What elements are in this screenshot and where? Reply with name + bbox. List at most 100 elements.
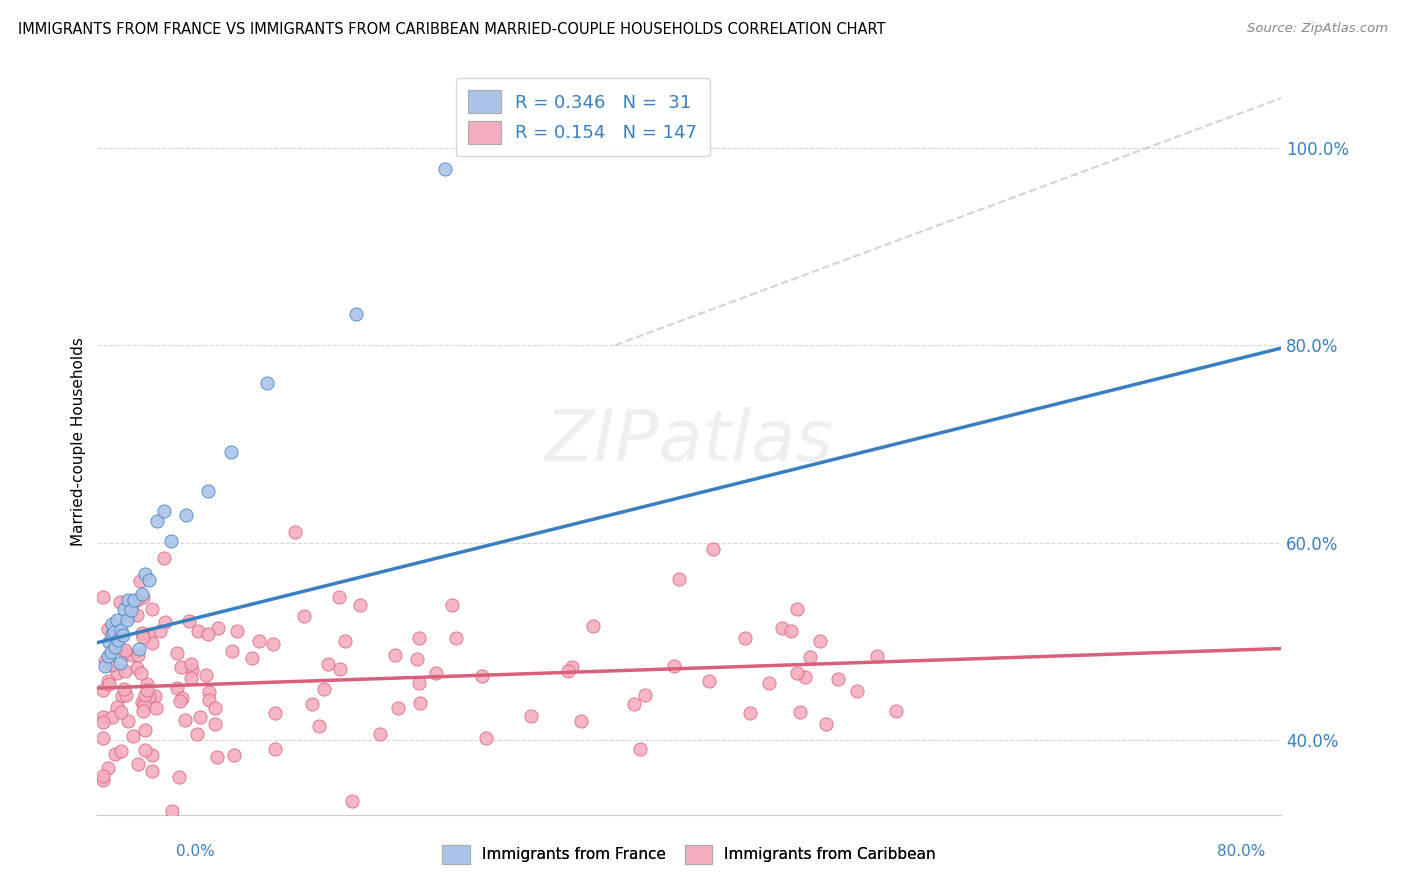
Y-axis label: Married-couple Households: Married-couple Households: [72, 337, 86, 546]
Point: [132, 591, 155, 605]
Point: [180, 671, 202, 685]
Point: [117, 714, 139, 729]
Point: [222, 748, 245, 763]
Point: [740, 706, 762, 720]
Point: [160, 804, 183, 818]
Point: [101, 626, 124, 640]
Point: [786, 665, 808, 680]
Point: [127, 648, 149, 662]
Point: [121, 729, 143, 743]
Point: [177, 614, 200, 628]
Point: [846, 684, 869, 698]
Point: [408, 632, 430, 646]
Point: [91, 683, 114, 698]
Point: [136, 677, 159, 691]
Point: [91, 731, 114, 745]
Point: [93, 654, 115, 668]
Text: 80.0%: 80.0%: [1218, 845, 1265, 859]
Point: [519, 709, 541, 723]
Point: [100, 644, 122, 658]
Point: [789, 705, 811, 719]
Point: [91, 769, 114, 783]
Point: [141, 636, 163, 650]
Point: [120, 598, 142, 612]
Point: [169, 694, 191, 708]
Point: [308, 719, 330, 733]
Point: [103, 634, 125, 648]
Point: [114, 647, 136, 661]
Point: [107, 632, 129, 647]
Point: [174, 508, 197, 523]
Point: [758, 676, 780, 690]
Point: [328, 590, 350, 604]
Point: [340, 794, 363, 808]
Point: [808, 633, 831, 648]
Point: [471, 669, 494, 683]
Point: [114, 664, 136, 678]
Point: [440, 599, 463, 613]
Point: [104, 640, 127, 654]
Point: [110, 623, 132, 637]
Point: [103, 624, 125, 639]
Point: [121, 594, 143, 608]
Point: [668, 572, 690, 586]
Point: [128, 641, 150, 656]
Point: [734, 631, 756, 645]
Point: [135, 683, 157, 698]
Point: [100, 657, 122, 672]
Point: [160, 533, 183, 548]
Point: [262, 637, 284, 651]
Point: [141, 764, 163, 779]
Point: [97, 622, 120, 636]
Point: [225, 624, 247, 639]
Point: [118, 607, 141, 622]
Point: [145, 514, 167, 528]
Point: [180, 657, 202, 671]
Point: [145, 701, 167, 715]
Point: [204, 700, 226, 714]
Point: [124, 593, 146, 607]
Point: [312, 682, 335, 697]
Text: ZIPatlas: ZIPatlas: [544, 407, 834, 476]
Point: [141, 747, 163, 762]
Point: [91, 709, 114, 723]
Point: [121, 648, 143, 662]
Point: [316, 657, 339, 672]
Point: [623, 697, 645, 711]
Point: [114, 643, 136, 657]
Point: [561, 660, 583, 674]
Point: [475, 731, 498, 745]
Point: [263, 741, 285, 756]
Point: [143, 689, 166, 703]
Point: [149, 624, 172, 638]
Point: [132, 704, 155, 718]
Point: [134, 723, 156, 737]
Point: [557, 664, 579, 678]
Point: [329, 662, 352, 676]
Point: [815, 716, 838, 731]
Point: [344, 857, 367, 871]
Point: [264, 706, 287, 721]
Point: [127, 757, 149, 772]
Point: [198, 685, 221, 699]
Point: [197, 484, 219, 499]
Point: [166, 646, 188, 660]
Point: [301, 698, 323, 712]
Point: [125, 661, 148, 675]
Point: [91, 715, 114, 730]
Point: [120, 603, 142, 617]
Point: [702, 542, 724, 557]
Legend: Immigrants from France, Immigrants from Caribbean: Immigrants from France, Immigrants from …: [436, 838, 942, 871]
Point: [117, 593, 139, 607]
Point: [91, 772, 114, 787]
Point: [98, 677, 121, 691]
Point: [97, 649, 120, 664]
Point: [110, 595, 132, 609]
Point: [132, 630, 155, 644]
Point: [197, 627, 219, 641]
Point: [153, 504, 176, 518]
Text: 0.0%: 0.0%: [176, 845, 215, 859]
Point: [387, 700, 409, 714]
Point: [131, 695, 153, 709]
Point: [97, 761, 120, 775]
